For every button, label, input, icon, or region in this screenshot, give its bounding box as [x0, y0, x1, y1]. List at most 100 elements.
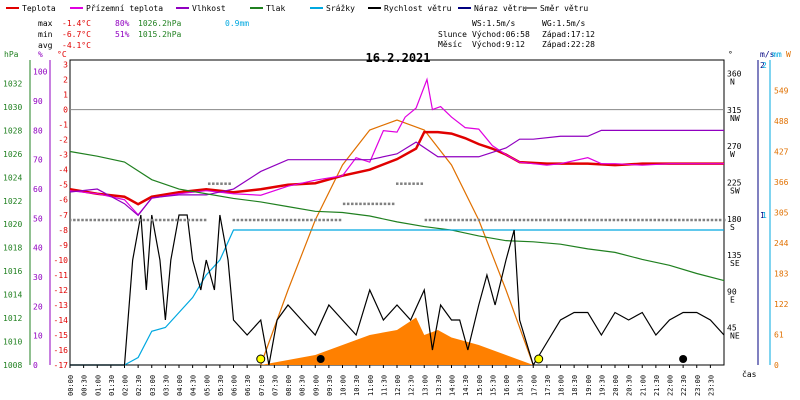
- axis-pct-tick: 80: [33, 126, 43, 135]
- wind-dir-mark: [195, 218, 199, 222]
- wind-dir-mark: [273, 218, 276, 222]
- wind-dir-mark: [686, 218, 689, 222]
- axis-w-tick: 244: [774, 239, 789, 248]
- wind-dir-mark: [203, 218, 207, 222]
- axis-pct-tick: 90: [33, 97, 43, 106]
- axis-hpa-unit: hPa: [4, 50, 19, 59]
- axis-dir-name: N: [730, 78, 735, 87]
- stat-max-hum: 80%: [115, 19, 130, 28]
- axis-temp-unit: °C: [57, 50, 67, 59]
- wind-dir-mark: [97, 218, 101, 222]
- chart-title: 16.2.2021: [365, 51, 430, 65]
- wind-dir-mark: [371, 202, 374, 206]
- wind-dir-mark: [199, 218, 203, 222]
- wind-dir-mark: [723, 218, 726, 222]
- axis-dir-tick: 360: [727, 70, 742, 79]
- axis-dir-tick: 180: [727, 215, 742, 224]
- wind-dir-mark: [600, 218, 603, 222]
- wind-dir-mark: [571, 218, 575, 222]
- wind-dir-mark: [93, 218, 97, 222]
- axis-x-tick: 19:30: [598, 375, 606, 396]
- wind-dir-mark: [375, 202, 379, 206]
- wind-dir-mark: [101, 218, 105, 222]
- moon-marker: [316, 355, 325, 363]
- wind-dir-mark: [134, 218, 137, 222]
- wind-dir-mark: [604, 218, 607, 222]
- wind-dir-mark: [555, 218, 558, 222]
- legend-label: Přízemní teplota: [86, 4, 163, 13]
- axis-temp-tick: 0: [63, 106, 68, 115]
- axis-x-tick: 05:00: [203, 375, 211, 396]
- wind-dir-mark: [596, 218, 599, 222]
- axis-hpa-tick: 1024: [3, 173, 22, 182]
- wind-dir-mark: [113, 218, 117, 222]
- wind-dir-mark: [391, 202, 395, 206]
- stat-min-press: 1015.2hPa: [138, 30, 182, 39]
- stat-max-label: max: [38, 19, 53, 28]
- axis-hpa-tick: 1028: [3, 126, 22, 135]
- wind-dir-mark: [118, 218, 121, 222]
- wind-dir-mark: [633, 218, 636, 222]
- wind-dir-mark: [330, 218, 334, 222]
- wind-dir-mark: [400, 182, 403, 185]
- axis-temp-tick: -17: [54, 361, 69, 370]
- wind-dir-mark: [620, 218, 624, 222]
- wind-dir-mark: [261, 218, 264, 222]
- wind-dir-mark: [485, 218, 489, 222]
- axis-w-tick: 0: [774, 361, 779, 370]
- stat-max-press: 1026.2hPa: [138, 19, 182, 28]
- axis-pct-tick: 30: [33, 273, 43, 282]
- wind-dir-mark: [440, 218, 444, 222]
- axis-temp-tick: -16: [54, 346, 69, 355]
- series-vlhkost: [69, 129, 724, 217]
- wind-dir-mark: [73, 218, 76, 222]
- axis-x-tick: 23:00: [694, 375, 702, 396]
- axis-x-tick: 04:00: [176, 375, 184, 396]
- wind-dir-mark: [122, 218, 125, 222]
- axis-pct-tick: 60: [33, 185, 43, 194]
- wind-dir-mark: [637, 218, 640, 222]
- axis-ms-tick: 1: [760, 211, 765, 220]
- solar-area: [260, 317, 534, 365]
- axis-x-tick: 00:30: [81, 375, 89, 396]
- wind-dir-mark: [473, 218, 477, 222]
- wind-dir-mark: [539, 218, 542, 222]
- wind-dir-mark: [367, 202, 370, 206]
- wind-dir-mark: [490, 218, 493, 222]
- axis-x-tick: 18:30: [571, 375, 579, 396]
- legend-label: Vlhkost: [192, 4, 226, 13]
- axis-x-tick: 21:00: [639, 375, 647, 396]
- axis-x-tick: 06:30: [244, 375, 252, 396]
- axis-x-tick: 22:00: [667, 375, 675, 396]
- wind-dir-mark: [338, 218, 342, 222]
- axis-temp-tick: -10: [54, 256, 69, 265]
- wind-dir-mark: [109, 218, 113, 222]
- axis-w-tick: 366: [774, 178, 789, 187]
- axis-w-tick: 488: [774, 117, 789, 126]
- axis-mm-tick: 2: [762, 61, 767, 70]
- wind-dir-mark: [445, 218, 448, 222]
- axis-temp-tick: -13: [54, 301, 69, 310]
- axis-hpa-tick: 1030: [3, 103, 22, 112]
- wind-dir-mark: [85, 218, 88, 222]
- wind-dir-mark: [310, 218, 313, 222]
- axis-x-tick: 05:30: [217, 375, 225, 396]
- series-sr-ky: [70, 229, 724, 366]
- axis-pct-tick: 40: [33, 244, 43, 253]
- axis-x-label: čas: [742, 369, 757, 379]
- axis-x-tick: 10:30: [353, 375, 361, 396]
- axis-temp-tick: -7: [58, 211, 68, 220]
- axis-pct-tick: 0: [33, 361, 38, 370]
- wind-dir-mark: [379, 202, 383, 206]
- axis-temp-tick: -14: [54, 316, 69, 325]
- wind-dir-mark: [432, 218, 436, 222]
- axis-hpa-tick: 1018: [3, 244, 22, 253]
- axis-dir-name: E: [730, 295, 735, 304]
- wind-dir-mark: [543, 218, 546, 222]
- axis-temp-tick: -4: [58, 166, 68, 175]
- wind-dir-mark: [175, 218, 178, 222]
- wind-dir-mark: [424, 218, 428, 222]
- axis-x-tick: 02:30: [135, 375, 143, 396]
- wind-dir-mark: [236, 218, 240, 222]
- wind-dir-mark: [150, 218, 154, 222]
